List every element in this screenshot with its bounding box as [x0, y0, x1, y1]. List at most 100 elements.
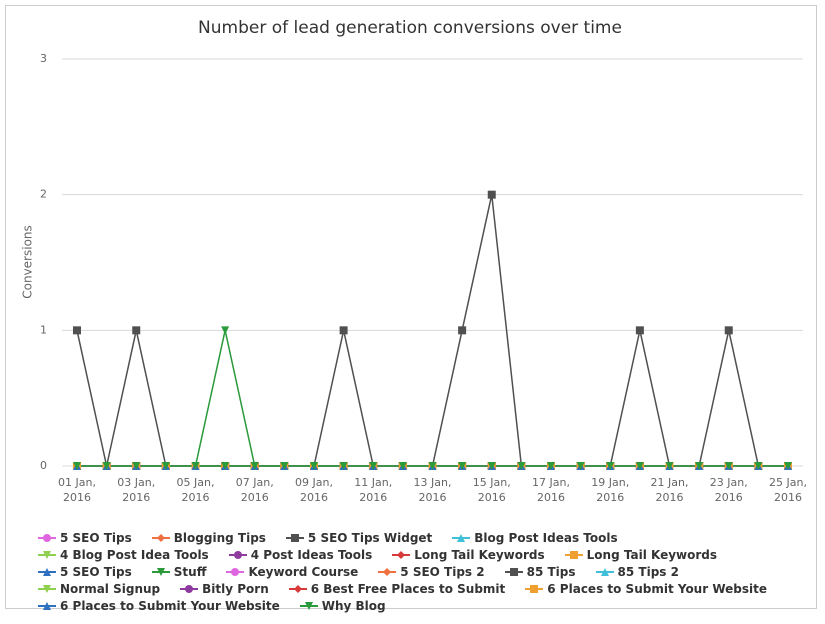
point — [310, 462, 318, 470]
legend-label: 85 Tips 2 — [617, 564, 679, 579]
legend-item[interactable]: Blog Post Ideas Tools — [452, 530, 618, 545]
legend-item[interactable]: Why Blog — [299, 598, 386, 613]
legend-item[interactable]: Long Tail Keywords — [564, 547, 717, 562]
legend-item[interactable]: 5 SEO Tips — [38, 530, 132, 545]
point — [458, 326, 467, 335]
legend-label: Keyword Course — [248, 564, 359, 579]
legend-label: 5 SEO Tips 2 — [400, 564, 485, 579]
legend-swatch — [38, 533, 56, 542]
legend-swatch — [285, 533, 304, 542]
point — [161, 462, 170, 470]
legend-label: Blog Post Ideas Tools — [474, 530, 618, 545]
point — [754, 462, 763, 470]
legend-item[interactable]: 5 SEO Tips 2 — [378, 564, 485, 579]
legend-marker — [290, 533, 299, 542]
legend-marker — [185, 584, 194, 593]
legend-marker — [569, 550, 578, 559]
legend-marker — [397, 550, 406, 559]
x-tick-label: 17 Jan, 2016 — [532, 476, 570, 504]
legend-item[interactable]: Stuff — [151, 564, 207, 579]
legend-marker — [43, 567, 51, 576]
legend-item[interactable]: Keyword Course — [226, 564, 358, 579]
legend-label: Bitly Porn — [202, 581, 269, 596]
point — [398, 462, 407, 470]
legend-item[interactable]: Normal Signup — [38, 581, 160, 596]
point — [665, 462, 674, 470]
legend-label: 4 Blog Post Idea Tools — [60, 547, 209, 562]
point — [695, 462, 704, 470]
point — [487, 190, 496, 199]
x-tick-label: 01 Jan, 2016 — [58, 476, 96, 504]
legend-swatch — [180, 584, 199, 593]
point — [221, 462, 230, 470]
legend-marker — [156, 567, 165, 576]
point — [280, 462, 289, 470]
point — [635, 326, 644, 335]
legend-label: 6 Best Free Places to Submit — [310, 581, 506, 596]
legend-item[interactable]: 4 Post Ideas Tools — [228, 547, 373, 562]
chart-frame — [5, 5, 817, 609]
legend-swatch — [299, 601, 318, 610]
legend-swatch — [504, 567, 523, 576]
legend-swatch — [452, 533, 471, 542]
legend-item[interactable]: Long Tail Keywords — [392, 547, 545, 562]
legend-label: 6 Places to Submit Your Website — [60, 598, 280, 613]
legend-label: Stuff — [173, 564, 207, 579]
point — [132, 462, 141, 470]
legend: 5 SEO Tips Blogging Tips 5 SEO Tips Widget… — [38, 530, 798, 613]
legend-swatch — [38, 550, 56, 559]
point — [73, 462, 81, 470]
chart-title: Number of lead generation conversions ov… — [198, 18, 622, 38]
series-line — [77, 330, 788, 467]
legend-item[interactable]: 6 Places to Submit Your Website — [525, 581, 767, 596]
legend-item[interactable]: 85 Tips 2 — [595, 564, 679, 579]
legend-label: Normal Signup — [60, 581, 161, 596]
x-tick-label: 05 Jan, 2016 — [176, 476, 215, 504]
point — [635, 462, 644, 470]
x-tick-label: 07 Jan, 2016 — [235, 476, 274, 504]
legend-marker — [600, 567, 609, 576]
legend-item[interactable]: 4 Blog Post Idea Tools — [38, 547, 209, 562]
legend-label: 5 SEO Tips — [60, 564, 132, 579]
point — [102, 462, 111, 470]
y-axis-label: Conversions — [21, 225, 35, 299]
legend-marker — [43, 550, 51, 559]
x-tick-label: 19 Jan, 2016 — [591, 476, 630, 504]
legend-item[interactable]: 6 Best Free Places to Submit — [288, 581, 506, 596]
legend-swatch — [151, 567, 170, 576]
x-tick-label: 09 Jan, 2016 — [295, 476, 333, 504]
legend-item[interactable]: 85 Tips — [504, 564, 576, 579]
point — [339, 462, 348, 470]
legend-label: 6 Places to Submit Your Website — [547, 581, 767, 596]
legend-marker — [530, 584, 539, 593]
legend-swatch — [226, 567, 245, 576]
legend-item[interactable]: Bitly Porn — [180, 581, 269, 596]
legend-label: 4 Post Ideas Tools — [250, 547, 373, 562]
legend-item[interactable]: 6 Places to Submit Your Website — [38, 598, 280, 613]
legend-label: 5 SEO Tips — [60, 530, 132, 545]
x-tick-label: 25 Jan, 2016 — [769, 476, 807, 504]
legend-item[interactable]: 5 SEO Tips — [38, 564, 132, 579]
legend-item[interactable]: 5 SEO Tips Widget — [285, 530, 432, 545]
legend-marker — [43, 584, 51, 593]
point — [221, 326, 230, 335]
point — [547, 462, 555, 470]
legend-item[interactable]: Blogging Tips — [151, 530, 266, 545]
legend-label: Long Tail Keywords — [414, 547, 545, 562]
point — [487, 462, 496, 470]
point — [132, 326, 141, 335]
legend-swatch — [564, 550, 583, 559]
legend-swatch — [288, 584, 307, 593]
legend-swatch — [228, 550, 247, 559]
legend-swatch — [595, 567, 614, 576]
y-tick-label: 2 — [40, 188, 47, 201]
point — [250, 462, 259, 470]
y-tick-label: 3 — [40, 52, 47, 65]
legend-swatch — [38, 601, 56, 610]
legend-marker — [293, 584, 302, 593]
point — [339, 326, 348, 335]
legend-swatch — [38, 567, 56, 576]
point — [606, 462, 615, 470]
